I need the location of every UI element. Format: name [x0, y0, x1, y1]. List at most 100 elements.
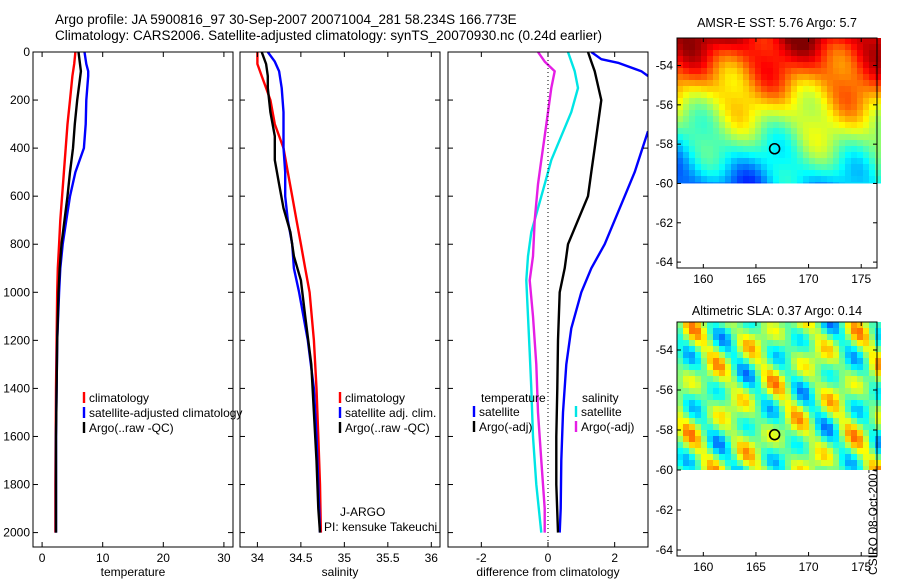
heat-cell — [779, 448, 785, 454]
heat-cell — [803, 424, 809, 430]
heat-cell — [743, 334, 749, 340]
heat-cell — [713, 430, 719, 436]
heat-cell — [761, 146, 767, 152]
heat-cell — [731, 370, 737, 376]
heat-cell — [737, 322, 743, 328]
heat-cell — [731, 158, 737, 164]
heat-cell — [719, 388, 725, 394]
heat-cell — [863, 424, 869, 430]
heat-cell — [875, 56, 881, 62]
heat-cell — [689, 334, 695, 340]
heat-cell — [683, 448, 689, 454]
heat-cell — [707, 358, 713, 364]
heat-cell — [803, 442, 809, 448]
heat-cell — [863, 388, 869, 394]
heat-cell — [797, 38, 803, 44]
heat-cell — [803, 62, 809, 68]
heat-cell — [677, 376, 683, 382]
heat-cell — [767, 442, 773, 448]
heat-cell — [857, 376, 863, 382]
heat-cell — [857, 56, 863, 62]
heat-cell — [839, 460, 845, 466]
heat-cell — [749, 460, 755, 466]
heat-cell — [689, 460, 695, 466]
heat-cell — [719, 170, 725, 176]
heat-cell — [857, 442, 863, 448]
heat-cell — [695, 406, 701, 412]
heat-cell — [737, 430, 743, 436]
heat-cell — [785, 352, 791, 358]
heat-cell — [857, 140, 863, 146]
heat-cell — [749, 182, 755, 184]
heat-cell — [821, 406, 827, 412]
heat-cell — [683, 334, 689, 340]
heat-cell — [761, 104, 767, 110]
heat-cell — [761, 74, 767, 80]
heat-cell — [875, 358, 881, 364]
heat-cell — [701, 388, 707, 394]
heat-cell — [875, 406, 881, 412]
heat-cell — [845, 466, 851, 470]
heat-cell — [767, 182, 773, 184]
heat-cell — [677, 146, 683, 152]
heat-cell — [827, 328, 833, 334]
heat-cell — [761, 140, 767, 146]
heat-cell — [869, 146, 875, 152]
heat-cell — [863, 364, 869, 370]
heat-cell — [707, 442, 713, 448]
heat-cell — [857, 430, 863, 436]
heat-cell — [677, 110, 683, 116]
y-tick-label: -62 — [656, 216, 674, 230]
heat-cell — [839, 340, 845, 346]
heat-cell — [719, 358, 725, 364]
heat-cell — [839, 164, 845, 170]
heat-cell — [689, 328, 695, 334]
heat-cell — [779, 62, 785, 68]
heat-cell — [791, 352, 797, 358]
heat-cell — [755, 122, 761, 128]
heat-cell — [779, 68, 785, 74]
heat-cell — [851, 176, 857, 182]
heat-cell — [857, 176, 863, 182]
heat-cell — [785, 340, 791, 346]
heat-cell — [743, 74, 749, 80]
heat-cell — [833, 182, 839, 184]
heat-cell — [749, 104, 755, 110]
heat-cell — [683, 182, 689, 184]
heat-cell — [773, 122, 779, 128]
heat-cell — [827, 340, 833, 346]
heat-cell — [869, 44, 875, 50]
heat-cell — [797, 382, 803, 388]
heat-cell — [863, 170, 869, 176]
heat-cell — [707, 352, 713, 358]
heat-cell — [755, 340, 761, 346]
heat-cell — [839, 328, 845, 334]
legend-title: temperature — [481, 391, 546, 405]
heat-cell — [761, 412, 767, 418]
heat-cell — [791, 460, 797, 466]
heat-cell — [737, 394, 743, 400]
heat-cell — [749, 122, 755, 128]
heat-cell — [791, 328, 797, 334]
heat-cell — [677, 346, 683, 352]
heat-cell — [683, 460, 689, 466]
heat-cell — [845, 358, 851, 364]
heat-cell — [869, 92, 875, 98]
heat-cell — [749, 328, 755, 334]
heat-cell — [773, 388, 779, 394]
heat-cell — [815, 340, 821, 346]
heat-cell — [791, 406, 797, 412]
y-tick-label: -60 — [656, 176, 674, 190]
y-tick-label: -56 — [656, 98, 674, 112]
heat-cell — [689, 352, 695, 358]
heat-cell — [701, 116, 707, 122]
heat-cell — [821, 466, 827, 470]
heat-cell — [785, 322, 791, 328]
heat-cell — [767, 80, 773, 86]
heat-cell — [863, 140, 869, 146]
legend-label: satellite adj. clim. — [345, 406, 436, 420]
heat-cell — [719, 110, 725, 116]
heat-cell — [743, 50, 749, 56]
heat-cell — [785, 358, 791, 364]
